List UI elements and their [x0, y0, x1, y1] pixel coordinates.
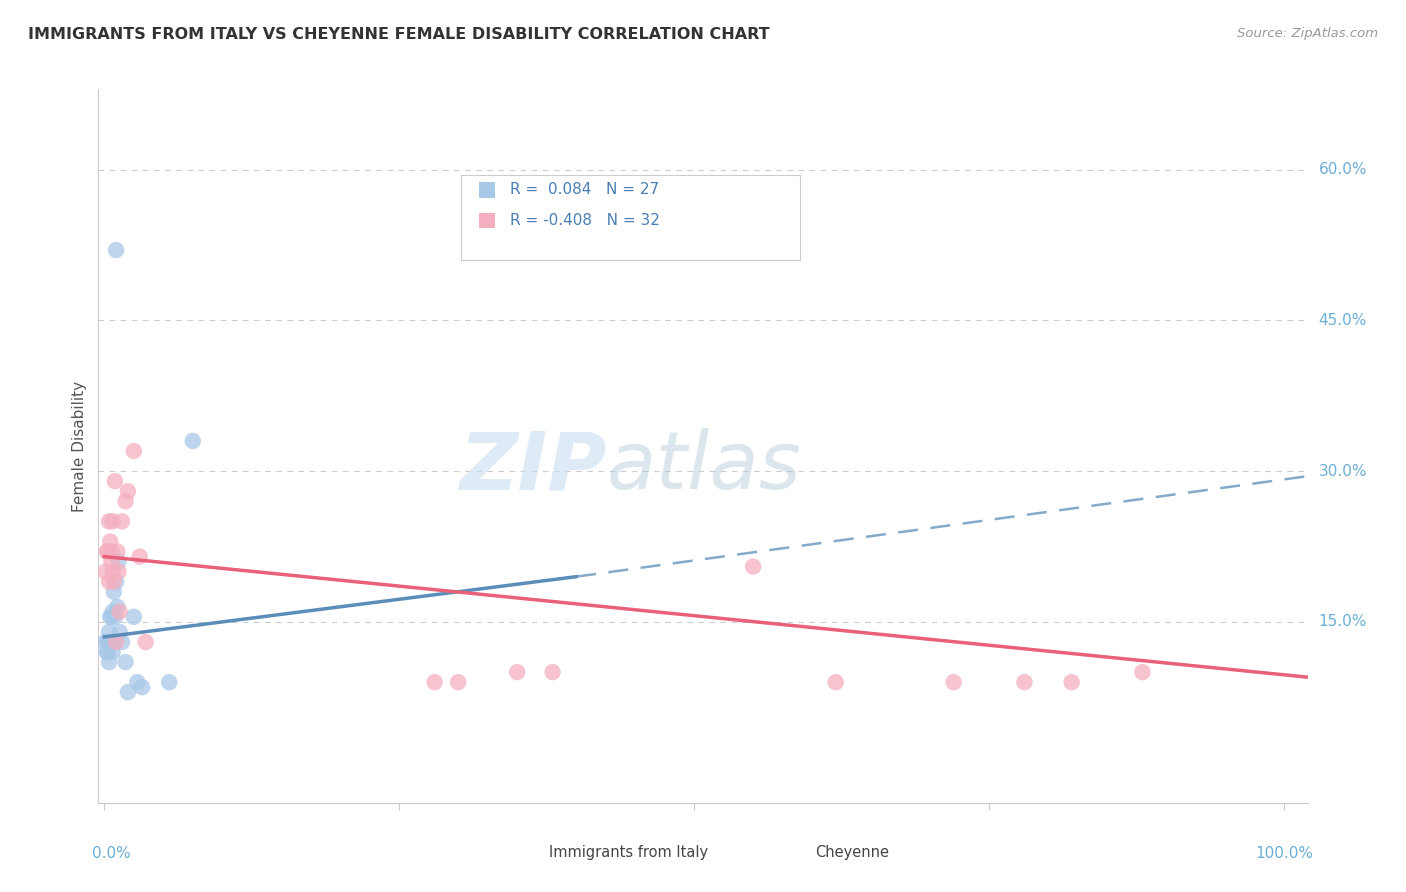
Point — [114, 655, 136, 669]
Point — [107, 555, 129, 569]
Point — [98, 515, 121, 529]
FancyBboxPatch shape — [787, 847, 806, 859]
Point — [506, 665, 529, 680]
Point — [181, 434, 204, 448]
Text: 30.0%: 30.0% — [1319, 464, 1367, 479]
Point — [94, 565, 117, 579]
Point — [127, 675, 149, 690]
Text: 0.0%: 0.0% — [93, 846, 131, 861]
Point — [541, 665, 564, 680]
Point — [105, 243, 128, 257]
Y-axis label: Female Disability: Female Disability — [72, 380, 87, 512]
Point — [108, 624, 131, 639]
Point — [98, 624, 121, 639]
Point — [101, 515, 124, 529]
Point — [128, 549, 150, 564]
Point — [108, 605, 131, 619]
Point — [103, 574, 125, 589]
Point — [122, 610, 145, 624]
Point — [111, 635, 134, 649]
Point — [96, 645, 118, 659]
Text: R =  0.084   N = 27: R = 0.084 N = 27 — [510, 182, 659, 197]
FancyBboxPatch shape — [522, 847, 538, 859]
Point — [107, 565, 129, 579]
Point — [100, 555, 122, 569]
Point — [117, 685, 139, 699]
Point — [104, 635, 127, 649]
Point — [423, 675, 446, 690]
Text: IMMIGRANTS FROM ITALY VS CHEYENNE FEMALE DISABILITY CORRELATION CHART: IMMIGRANTS FROM ITALY VS CHEYENNE FEMALE… — [28, 27, 769, 42]
Point — [97, 645, 120, 659]
Point — [98, 534, 121, 549]
Point — [105, 599, 128, 614]
Point — [104, 474, 127, 488]
Text: 100.0%: 100.0% — [1256, 846, 1313, 861]
Point — [135, 635, 157, 649]
Point — [157, 675, 180, 690]
Text: 60.0%: 60.0% — [1319, 162, 1367, 178]
Point — [131, 680, 153, 694]
Point — [824, 675, 846, 690]
Point — [98, 610, 121, 624]
Point — [100, 610, 122, 624]
Point — [98, 655, 121, 669]
Text: 45.0%: 45.0% — [1319, 313, 1367, 328]
Point — [105, 544, 128, 558]
Point — [96, 544, 118, 558]
Point — [98, 635, 121, 649]
Point — [122, 444, 145, 458]
Point — [105, 635, 128, 649]
Point — [101, 605, 124, 619]
Point — [1014, 675, 1036, 690]
Point — [104, 610, 127, 624]
Point — [98, 574, 121, 589]
Point — [101, 565, 124, 579]
Point — [114, 494, 136, 508]
Point — [97, 635, 120, 649]
Point — [942, 675, 965, 690]
Point — [447, 675, 470, 690]
Point — [105, 574, 128, 589]
Text: 15.0%: 15.0% — [1319, 615, 1367, 630]
FancyBboxPatch shape — [461, 175, 800, 260]
Text: R = -0.408   N = 32: R = -0.408 N = 32 — [510, 213, 659, 228]
Point — [103, 584, 125, 599]
Point — [101, 645, 124, 659]
Point — [100, 635, 122, 649]
Text: atlas: atlas — [606, 428, 801, 507]
Point — [117, 484, 139, 499]
Text: Cheyenne: Cheyenne — [814, 846, 889, 860]
Point — [1060, 675, 1083, 690]
Point — [111, 515, 134, 529]
Point — [94, 635, 117, 649]
Text: Immigrants from Italy: Immigrants from Italy — [548, 846, 707, 860]
Point — [1132, 665, 1154, 680]
Point — [97, 544, 120, 558]
Text: ZIP: ZIP — [458, 428, 606, 507]
Text: Source: ZipAtlas.com: Source: ZipAtlas.com — [1237, 27, 1378, 40]
Point — [742, 559, 765, 574]
Point — [100, 544, 122, 558]
FancyBboxPatch shape — [479, 182, 495, 198]
FancyBboxPatch shape — [479, 212, 495, 228]
